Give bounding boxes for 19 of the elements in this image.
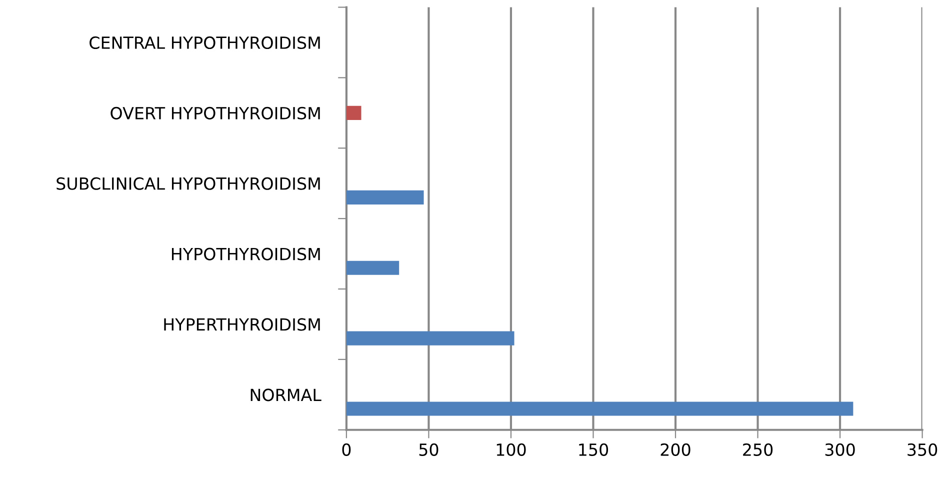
y-tick-label: HYPOTHYROIDISM [172, 248, 320, 260]
x-tick-label: 250 [743, 443, 773, 456]
x-tick-label: 50 [419, 443, 438, 456]
x-tick-label: 350 [908, 443, 938, 456]
y-tick-label: SUBCLINICAL HYPOTHYROIDISM [56, 177, 320, 190]
y-tick-label: CENTRAL HYPOTHYROIDISM [90, 36, 320, 50]
x-tick-label: 100 [496, 443, 526, 456]
x-tick-label: 0 [342, 443, 351, 456]
bar [346, 106, 362, 120]
bar [346, 190, 424, 204]
x-tick-label: 200 [660, 443, 690, 456]
y-tick-label: OVERT HYPOTHYROIDISM [110, 106, 320, 120]
x-tick-label: 150 [579, 443, 608, 456]
y-tick-label: NORMAL [250, 388, 322, 402]
y-tick-label: HYPERTHYROIDISM [164, 318, 320, 331]
bar [346, 402, 854, 416]
x-tick-label: 300 [825, 443, 855, 456]
bar [346, 331, 514, 346]
bar [346, 260, 400, 275]
